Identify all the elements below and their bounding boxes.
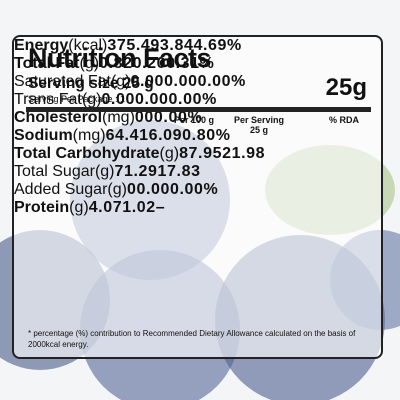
row-label: Saturated Fat bbox=[14, 73, 111, 90]
table-row: Added Sugar(g)00.000.00% bbox=[14, 181, 381, 199]
column-header: Per 100 g bbox=[173, 115, 215, 125]
table-row: Trans Fat(g)0.000.000.00% bbox=[14, 91, 381, 109]
row-unit: (g) bbox=[79, 55, 100, 72]
row-unit: (g) bbox=[94, 163, 115, 180]
row-value: 375.4 bbox=[107, 37, 151, 54]
table-row: Saturated Fat(g)0.000.000.00% bbox=[14, 73, 381, 91]
row-label: Total Fat bbox=[14, 55, 80, 72]
row-value: 64.4 bbox=[105, 127, 140, 144]
row-unit: (g) bbox=[69, 199, 89, 216]
row-unit: (g) bbox=[107, 181, 127, 198]
row-value: 0.00 bbox=[134, 91, 169, 108]
row-value: 0.00 bbox=[164, 73, 198, 90]
table-row: Cholesterol(mg)000.00% bbox=[14, 109, 381, 127]
table-row: Total Fat(g)0.820.200.31% bbox=[14, 55, 381, 73]
footnote: * percentage (%) contribution to Recomme… bbox=[28, 329, 356, 349]
table-row: Total Sugar(g)71.2917.83 bbox=[14, 163, 381, 181]
row-label: Energy bbox=[14, 37, 69, 54]
row-label: Protein bbox=[14, 199, 70, 216]
row-value: 16.09 bbox=[139, 127, 183, 144]
row-value: 0.00 bbox=[130, 73, 165, 90]
row-value: 0.31% bbox=[166, 55, 215, 72]
row-label: Sodium bbox=[14, 127, 73, 144]
row-value: 21.98 bbox=[222, 145, 266, 162]
nutrition-label: Nutrition Facts Serving size 25 g Servin… bbox=[12, 35, 383, 359]
row-unit: (g) bbox=[110, 73, 131, 90]
row-value: 0.20 bbox=[132, 55, 167, 72]
row-unit: (g) bbox=[81, 91, 102, 108]
serving-size: Serving size 25 g bbox=[28, 75, 154, 92]
row-value: 0.00% bbox=[197, 73, 246, 90]
row-value: 4.07 bbox=[88, 199, 123, 216]
row-value: 0.00% bbox=[170, 181, 219, 198]
row-value: – bbox=[155, 199, 166, 216]
row-value: 0 bbox=[134, 109, 145, 126]
row-value: 17.83 bbox=[157, 163, 201, 180]
column-header-line: 25 g bbox=[249, 125, 268, 135]
row-value: 0.00 bbox=[101, 91, 135, 108]
table-row: Energy(kcal)375.493.844.69% bbox=[14, 37, 381, 55]
column-header-line: Per Serving bbox=[233, 115, 285, 125]
row-value: 93.84 bbox=[150, 37, 194, 54]
row-unit: (mg) bbox=[72, 127, 106, 144]
row-value: 4.69% bbox=[193, 37, 242, 54]
row-value: 1.02 bbox=[122, 199, 156, 216]
title: Nutrition Facts bbox=[28, 43, 212, 73]
row-label: Added Sugar bbox=[14, 181, 108, 198]
serving-weight: 25g bbox=[325, 74, 367, 101]
row-label: Total Sugar bbox=[14, 163, 95, 180]
row-value: 0.00% bbox=[168, 91, 217, 108]
table-row: Sodium(mg)64.416.090.80% bbox=[14, 127, 381, 145]
row-value: 0.00 bbox=[136, 181, 171, 198]
row-value: 0.80% bbox=[182, 127, 231, 144]
column-header: % RDA bbox=[328, 115, 359, 125]
column-header: Per Serving 25 g bbox=[224, 115, 294, 135]
row-label: Trans Fat bbox=[14, 91, 82, 108]
row-value: 0.82 bbox=[99, 55, 133, 72]
row-unit: (kcal) bbox=[68, 37, 108, 54]
row-unit: (mg) bbox=[102, 109, 135, 126]
row-value: 0.00% bbox=[153, 109, 203, 126]
table-row: Protein(g)4.071.02– bbox=[14, 199, 381, 217]
row-label: Total Carbohydrate bbox=[14, 145, 160, 162]
row-value: 71.29 bbox=[114, 163, 158, 180]
row-value: 87.95 bbox=[179, 145, 223, 162]
row-value: 0 bbox=[144, 109, 154, 126]
table-row: Total Carbohydrate(g)87.9521.98 bbox=[14, 145, 381, 163]
row-label: Cholesterol bbox=[14, 109, 103, 126]
row-value: 0 bbox=[126, 181, 137, 198]
row-unit: (g) bbox=[159, 145, 180, 162]
divider bbox=[26, 107, 371, 112]
servings-per-package: Serving Per Package : 1 bbox=[28, 94, 126, 104]
